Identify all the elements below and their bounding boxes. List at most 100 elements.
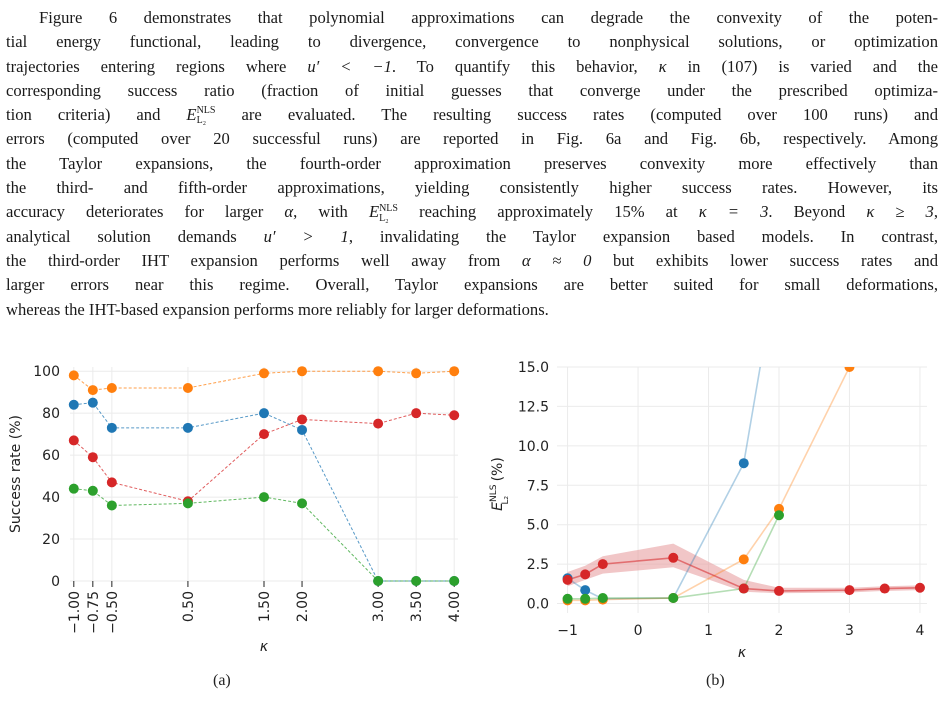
data-point-green [87, 485, 98, 496]
y-tick-label: 80 [42, 406, 60, 422]
text-line: analytical solution demands u′ > 1, inva… [6, 225, 938, 249]
x-tick-label: 3.00 [371, 591, 387, 622]
body-paragraph: Figure 6 demonstrates that polynomial ap… [6, 6, 938, 322]
caption-b: (b) [706, 672, 725, 689]
text-run: but exhibits lower success rates and [591, 250, 938, 270]
y-axis-label-sup: NLS [489, 484, 499, 502]
data-point-green [580, 593, 591, 604]
x-tick-label: −1.00 [67, 591, 83, 634]
data-point-green [449, 576, 460, 586]
data-point-green [297, 498, 308, 509]
data-point-orange [411, 368, 422, 379]
data-point-blue [580, 585, 591, 596]
y-tick-label: 60 [42, 448, 60, 464]
data-point-blue [87, 397, 98, 408]
data-point-blue [106, 422, 117, 433]
y-tick-label: 7.5 [527, 478, 549, 494]
text-run: , invalidating the Taylor expansion base… [348, 226, 939, 246]
text-run: tion criteria) and [6, 105, 187, 125]
data-point-orange [259, 368, 269, 379]
y-axis-label-unit: (%) [490, 457, 506, 486]
text-run: in (107) is varied and the [666, 56, 939, 76]
data-point-orange [87, 385, 98, 396]
data-point-green [106, 500, 117, 511]
data-point-red [106, 477, 117, 488]
y-axis-label-sub: L₂ [501, 495, 511, 504]
data-point-orange [68, 370, 79, 381]
data-point-green [562, 593, 573, 604]
data-point-green [597, 593, 608, 604]
data-point-red [914, 582, 925, 593]
x-tick-label: −0.50 [105, 591, 121, 634]
math-inline: κ ≥ 3 [866, 202, 934, 222]
data-point-blue [182, 422, 193, 433]
text-run: analytical solution demands [6, 226, 264, 246]
text-line: the Taylor expansions, the fourth-order … [6, 153, 938, 173]
y-tick-label: 0.0 [527, 597, 549, 613]
x-tick-label: 3.50 [409, 591, 425, 622]
data-point-red [259, 429, 269, 440]
x-tick-label: 2.00 [295, 591, 311, 622]
y-tick-label: 0 [51, 574, 60, 590]
math-inline: u′ < −1 [307, 56, 392, 76]
plot-area [562, 367, 925, 606]
data-point-green [259, 492, 269, 503]
error-symbol: E NLS L₂ [368, 202, 398, 224]
data-point-red [87, 452, 98, 463]
data-point-green [774, 510, 784, 521]
data-point-orange [373, 366, 384, 377]
x-tick-label: 0.50 [181, 591, 197, 622]
text-line: tial energy functional, leading to diver… [6, 32, 938, 52]
y-tick-label: 12.5 [518, 399, 549, 415]
x-tick-label: −1 [557, 623, 578, 639]
x-axis-label: κ [260, 639, 269, 655]
data-point-red [449, 410, 460, 421]
error-symbol: E NLS L₂ [186, 105, 216, 127]
data-point-orange [449, 366, 460, 377]
data-point-orange [738, 554, 749, 565]
caption-a: (a) [213, 672, 231, 689]
text-run: the third-order IHT expansion performs w… [6, 250, 522, 270]
data-point-red [738, 583, 749, 594]
data-point-green [411, 576, 422, 586]
math-inline: κ = 3 [698, 202, 769, 222]
data-point-red [879, 583, 890, 594]
error-band-red [567, 543, 920, 594]
text-run: reaching approximately 15% at [397, 202, 699, 222]
text-line: corresponding success ratio (fraction of… [6, 80, 938, 100]
data-point-red [668, 552, 679, 563]
text-line: larger errors near this regime. Overall,… [6, 275, 938, 295]
data-point-red [68, 435, 79, 446]
data-point-green [68, 483, 79, 494]
text-run: , [933, 202, 938, 222]
text-line: trajectories entering regions where u′ <… [6, 55, 938, 79]
text-line: errors (computed over 20 successful runs… [6, 129, 938, 149]
text-run: are evaluated. The resulting success rat… [215, 105, 939, 125]
x-tick-label: 1.50 [257, 591, 273, 622]
x-tick-label: 1 [704, 623, 713, 639]
data-point-red [844, 585, 855, 596]
data-point-orange [182, 382, 193, 393]
data-point-red [373, 418, 384, 429]
text-run: trajectories entering regions where [6, 56, 308, 76]
text-line: accuracy deteriorates for larger α, with… [6, 200, 938, 224]
y-tick-label: 100 [33, 364, 60, 380]
data-point-red [562, 574, 573, 585]
y-axis-label-symbol: E [490, 502, 506, 511]
data-point-orange [844, 367, 855, 372]
text-line: Figure 6 demonstrates that polynomial ap… [39, 8, 938, 27]
y-tick-label: 15.0 [518, 360, 549, 376]
text-run: . Beyond [768, 202, 867, 222]
math-inline: α [284, 202, 294, 222]
data-point-green [182, 498, 193, 509]
data-point-red [580, 569, 591, 580]
data-point-red [597, 559, 608, 570]
x-tick-label: −0.75 [86, 591, 102, 634]
data-point-blue [738, 458, 749, 469]
x-tick-label: 4 [915, 623, 924, 639]
math-inline: κ [658, 56, 667, 76]
data-point-orange [106, 382, 117, 393]
text-line: whereas the IHT-based expansion performs… [6, 299, 549, 319]
data-point-red [297, 414, 308, 425]
data-point-orange [297, 366, 308, 377]
